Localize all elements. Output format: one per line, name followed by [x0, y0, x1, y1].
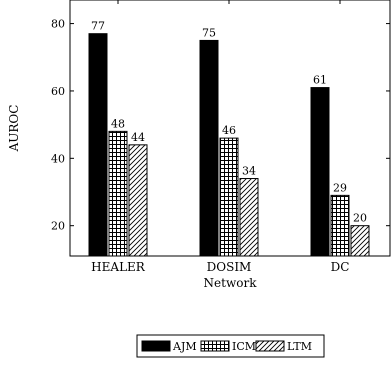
value-labels: 77 48 44 75 46 34 61 29 20: [91, 20, 367, 225]
x-tick-label: DC: [331, 260, 350, 274]
bar-icm-dc: [330, 194, 350, 257]
bar-icm-dosim: [219, 137, 239, 257]
data-label: 44: [131, 131, 145, 144]
bar-ltm-dc: [350, 225, 370, 257]
data-label: 61: [313, 74, 327, 87]
y-tick-label: 20: [51, 220, 65, 233]
data-label: 77: [91, 20, 105, 33]
legend-swatch-ltm: [255, 340, 285, 352]
legend-label-icm: ICM: [232, 340, 256, 353]
bar-icm-healer: [108, 130, 128, 257]
legend-label-ajm: AJM: [172, 340, 197, 353]
bar-ajm-dosim: [199, 39, 219, 257]
bars: [88, 33, 370, 257]
data-label: 29: [333, 181, 347, 194]
data-label: 46: [222, 124, 236, 137]
data-label: 75: [202, 26, 216, 39]
legend-label-ltm: LTM: [287, 340, 312, 353]
legend-swatch-icm: [200, 340, 230, 352]
bar-ajm-dc: [310, 87, 330, 257]
data-label: 48: [111, 117, 125, 130]
y-tick-label: 60: [51, 85, 65, 98]
legend: AJM ICM LTM: [136, 334, 325, 358]
legend-swatch-ajm: [141, 340, 171, 352]
x-tick-label: HEALER: [91, 260, 146, 274]
y-axis-label: AUROC: [7, 105, 21, 153]
y-tick-label: 40: [51, 152, 65, 165]
y-axis: 20 40 60 80: [51, 18, 390, 233]
bar-ltm-dosim: [239, 178, 259, 257]
y-tick-label: 80: [51, 18, 65, 31]
data-label: 34: [242, 165, 256, 178]
x-axis-label: Network: [204, 276, 258, 290]
bar-ltm-healer: [128, 144, 148, 257]
x-axis: HEALER DOSIM DC: [91, 0, 349, 274]
x-tick-label: DOSIM: [207, 260, 252, 274]
data-label: 20: [353, 212, 367, 225]
bar-ajm-healer: [88, 33, 108, 257]
